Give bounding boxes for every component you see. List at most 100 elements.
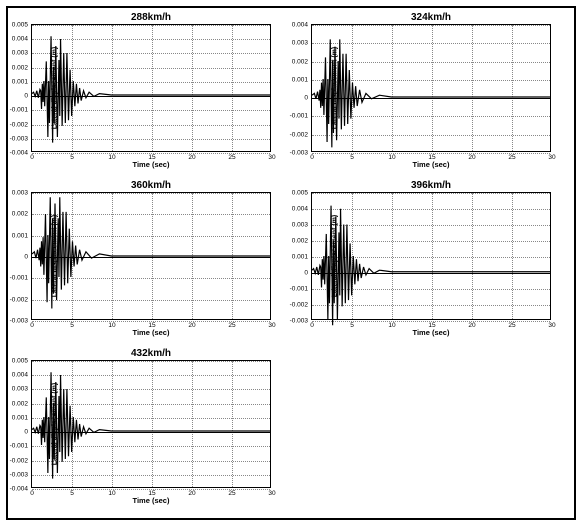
- plot-area: Lateral displacement (m)051015202530-0.0…: [311, 192, 551, 320]
- x-tick: 30: [268, 322, 275, 329]
- y-tick: -0.001: [290, 113, 308, 120]
- x-tick: 30: [268, 154, 275, 161]
- y-tick: -0.003: [10, 471, 28, 478]
- y-tick: -0.002: [290, 131, 308, 138]
- chart-panel-2: 360km/hLateral displacement (m)051015202…: [12, 180, 290, 346]
- x-axis-label: Time (sec): [413, 328, 450, 337]
- y-tick: 0.004: [12, 372, 28, 379]
- y-tick: 0.005: [12, 22, 28, 29]
- x-tick: 30: [548, 322, 555, 329]
- figure-container: 288km/hLateral displacement (m)051015202…: [6, 6, 576, 520]
- x-axis-label: Time (sec): [413, 160, 450, 169]
- x-tick: 10: [108, 490, 115, 497]
- y-tick: 0.002: [12, 211, 28, 218]
- y-tick: 0: [304, 270, 308, 277]
- y-tick: -0.001: [10, 443, 28, 450]
- y-tick: -0.003: [290, 318, 308, 325]
- x-tick: 25: [508, 322, 515, 329]
- x-tick: 10: [388, 322, 395, 329]
- x-axis-label: Time (sec): [133, 160, 170, 169]
- gridline-horizontal: [32, 489, 270, 490]
- series-line: [32, 197, 270, 308]
- y-tick: 0.001: [292, 76, 308, 83]
- y-tick: 0.005: [12, 358, 28, 365]
- x-axis-label: Time (sec): [133, 328, 170, 337]
- chart-panel-4: 432km/hLateral displacement (m)051015202…: [12, 348, 290, 514]
- y-tick: -0.003: [10, 318, 28, 325]
- gridline-horizontal: [32, 153, 270, 154]
- x-tick: 15: [148, 154, 155, 161]
- plot-area: Lateral displacement (m)051015202530-0.0…: [31, 360, 271, 488]
- y-tick: 0.001: [12, 232, 28, 239]
- data-series: [312, 193, 550, 319]
- plot-area: Lateral displacement (m)051015202530-0.0…: [311, 24, 551, 152]
- panel-grid: 288km/hLateral displacement (m)051015202…: [12, 12, 570, 514]
- panel-title: 396km/h: [411, 180, 451, 191]
- y-tick: 0: [24, 429, 28, 436]
- y-tick: -0.002: [10, 296, 28, 303]
- x-tick: 0: [310, 154, 314, 161]
- x-axis-label: Time (sec): [133, 496, 170, 505]
- gridline-horizontal: [312, 153, 550, 154]
- chart-panel-1: 324km/hLateral displacement (m)051015202…: [292, 12, 570, 178]
- x-tick: 10: [388, 154, 395, 161]
- x-tick: 20: [468, 322, 475, 329]
- y-tick: 0: [304, 95, 308, 102]
- plot-area: Lateral displacement (m)051015202530-0.0…: [31, 24, 271, 152]
- y-tick: 0.003: [12, 386, 28, 393]
- y-tick: 0.005: [292, 190, 308, 197]
- x-tick: 15: [428, 322, 435, 329]
- y-tick: -0.003: [10, 135, 28, 142]
- x-tick: 5: [70, 154, 74, 161]
- y-tick: 0.003: [12, 190, 28, 197]
- y-tick: -0.002: [10, 121, 28, 128]
- x-tick: 25: [228, 154, 235, 161]
- y-tick: 0.003: [292, 222, 308, 229]
- x-tick: 25: [228, 322, 235, 329]
- series-line: [312, 39, 550, 147]
- x-tick: 0: [30, 154, 34, 161]
- panel-title: 360km/h: [131, 180, 171, 191]
- data-series: [312, 25, 550, 151]
- y-tick: 0.002: [12, 64, 28, 71]
- x-tick: 15: [148, 490, 155, 497]
- x-tick: 0: [30, 490, 34, 497]
- y-tick: 0: [24, 93, 28, 100]
- x-tick: 5: [350, 154, 354, 161]
- x-tick: 0: [310, 322, 314, 329]
- gridline-horizontal: [32, 321, 270, 322]
- chart-panel-0: 288km/hLateral displacement (m)051015202…: [12, 12, 290, 178]
- y-tick: 0.001: [12, 78, 28, 85]
- y-tick: 0: [24, 254, 28, 261]
- x-tick: 20: [188, 490, 195, 497]
- x-tick: 5: [350, 322, 354, 329]
- y-tick: -0.001: [10, 107, 28, 114]
- y-tick: 0.002: [292, 238, 308, 245]
- x-tick: 15: [148, 322, 155, 329]
- gridline-horizontal: [312, 321, 550, 322]
- y-tick: 0.003: [292, 40, 308, 47]
- y-tick: -0.004: [10, 486, 28, 493]
- y-tick: -0.003: [290, 150, 308, 157]
- x-tick: 15: [428, 154, 435, 161]
- x-tick: 30: [548, 154, 555, 161]
- x-tick: 5: [70, 490, 74, 497]
- x-tick: 30: [268, 490, 275, 497]
- x-tick: 5: [70, 322, 74, 329]
- x-tick: 0: [30, 322, 34, 329]
- y-tick: 0.004: [292, 206, 308, 213]
- data-series: [32, 361, 270, 487]
- y-tick: 0.004: [12, 36, 28, 43]
- series-line: [312, 206, 550, 326]
- x-tick: 20: [188, 154, 195, 161]
- x-tick: 20: [188, 322, 195, 329]
- y-tick: -0.002: [10, 457, 28, 464]
- y-tick: 0.001: [12, 414, 28, 421]
- data-series: [32, 193, 270, 319]
- plot-area: Lateral displacement (m)051015202530-0.0…: [31, 192, 271, 320]
- panel-title: 432km/h: [131, 348, 171, 359]
- chart-panel-3: 396km/hLateral displacement (m)051015202…: [292, 180, 570, 346]
- y-tick: -0.001: [10, 275, 28, 282]
- y-tick: 0.002: [292, 58, 308, 65]
- y-tick: -0.004: [10, 150, 28, 157]
